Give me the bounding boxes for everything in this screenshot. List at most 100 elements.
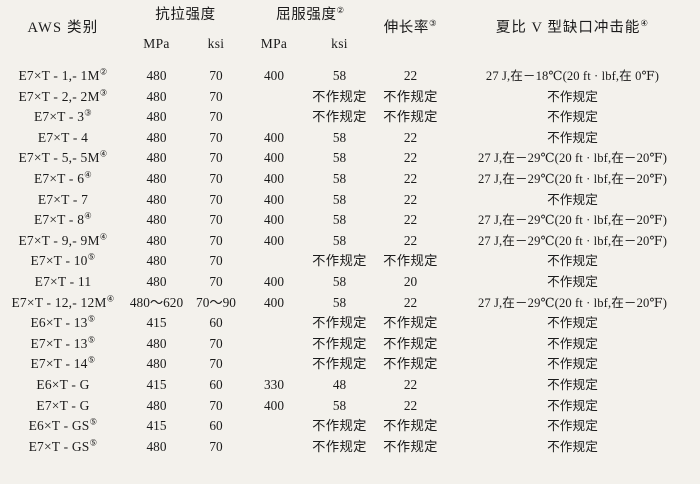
table-row[interactable]: E7×T - 13⑤ 480 70 不作规定 不作规定 不作规定	[0, 334, 700, 355]
table-row[interactable]: E7×T - 1,- 1M② 480 70 400 58 22 27 J,在－18℃(20 …	[0, 66, 700, 87]
cell-tensile-ksi: 70	[209, 170, 223, 186]
cell-tensile-ksi: 70	[209, 273, 223, 289]
cell-yield-mpa: 330	[264, 376, 284, 392]
aws-class-label: E7×T - 5,- 5M	[18, 150, 100, 166]
cell-elongation: 22	[403, 294, 418, 310]
aws-class-footnote: ⑤	[87, 354, 96, 365]
cell-tensile-ksi: 70	[209, 68, 223, 83]
cell-yield-ksi: 不作规定	[312, 315, 367, 331]
cell-charpy-impact: 不作规定	[547, 336, 598, 351]
cell-yield-ksi: 58	[332, 212, 347, 228]
cell-tensile-ksi: 70～90	[196, 294, 236, 310]
table-row[interactable]: E7×T - 8④ 480 70 400 58 22 27 J,在－29℃(20 ft · …	[0, 210, 700, 231]
table-body: E7×T - 1,- 1M② 480 70 400 58 22 27 J,在－18℃(20 …	[0, 57, 700, 464]
table-row[interactable]: E6×T - G 415 60 330 48 22 不作规定	[0, 375, 700, 396]
aws-class-label: E7×T - 9,- 9M	[18, 232, 100, 248]
cell-charpy-impact: 27 J,在－29℃(20 ft · lbf,在－20℉)	[478, 295, 667, 310]
aws-class-footnote: ⑤	[89, 437, 98, 448]
cell-charpy-impact: 不作规定	[547, 357, 598, 372]
table-row[interactable]: E6×T - GS⑤ 415 60 不作规定 不作规定 不作规定	[0, 416, 700, 437]
bottom-rule-cell	[0, 457, 126, 464]
table-row[interactable]: E7×T - 10⑤ 480 70 不作规定 不作规定 不作规定	[0, 251, 700, 272]
cell-aws-class: E6×T - 13⑤	[0, 313, 126, 334]
cell-charpy-impact: 不作规定	[547, 398, 598, 413]
pad-cell	[187, 57, 245, 66]
aws-class-footnote: ④	[99, 148, 108, 159]
table-bottom-rule	[0, 457, 700, 464]
cell-charpy-impact: 不作规定	[547, 192, 598, 207]
table-row[interactable]: E7×T - 11 480 70 400 58 20 不作规定	[0, 272, 700, 293]
cell-charpy-impact: 不作规定	[547, 419, 598, 434]
pad-cell	[126, 57, 187, 66]
cell-tensile-ksi: 70	[209, 191, 223, 207]
header-yield-strength-footnote: ②	[336, 4, 345, 15]
cell-tensile-ksi: 60	[209, 315, 223, 331]
cell-aws-class: E7×T - 6④	[0, 169, 126, 190]
table-row[interactable]: E7×T - G 480 70 400 58 22 不作规定	[0, 396, 700, 417]
aws-class-footnote: ④	[99, 231, 108, 242]
aws-class-footnote: ②	[99, 66, 108, 77]
aws-class-footnote: ⑤	[87, 313, 96, 324]
table-row[interactable]: E7×T - 5,- 5M④ 480 70 400 58 22 27 J,在－29℃(20 …	[0, 148, 700, 169]
aws-class-label: E7×T - 3	[33, 109, 85, 125]
table-row[interactable]: E7×T - 4 480 70 400 58 22 不作规定	[0, 128, 700, 149]
pad-cell	[303, 57, 376, 66]
cell-yield-ksi: 58	[332, 129, 347, 145]
cell-aws-class: E7×T - 5,- 5M④	[0, 148, 126, 169]
header-elongation-footnote: ③	[429, 18, 438, 29]
table-row[interactable]: E6×T - 13⑤ 415 60 不作规定 不作规定 不作规定	[0, 313, 700, 334]
cell-elongation: 22	[403, 191, 418, 207]
aws-class-label: E7×T - 1,- 1M	[18, 68, 100, 83]
table-row[interactable]: E7×T - 2,- 2M③ 480 70 不作规定 不作规定 不作规定	[0, 87, 700, 108]
cell-tensile-mpa: 480	[146, 253, 167, 269]
cell-yield-ksi: 48	[332, 376, 347, 392]
cell-elongation: 不作规定	[383, 418, 438, 434]
table-row[interactable]: E7×T - GS⑤ 480 70 不作规定 不作规定 不作规定	[0, 437, 700, 458]
aws-class-label: E6×T - G	[36, 376, 90, 392]
table-header: AWS 类别 抗拉强度 屈服强度② 伸长率③ 夏比 V 型缺口冲击能④ MPa …	[0, 0, 700, 57]
cell-elongation: 22	[403, 68, 418, 83]
cell-elongation: 不作规定	[383, 315, 438, 331]
cell-elongation: 22	[403, 212, 418, 228]
table-row[interactable]: E7×T - 14⑤ 480 70 不作规定 不作规定 不作规定	[0, 354, 700, 375]
cell-tensile-mpa: 415	[146, 376, 167, 392]
table-row[interactable]: E7×T - 3③ 480 70 不作规定 不作规定 不作规定	[0, 107, 700, 128]
cell-tensile-mpa: 480	[146, 273, 167, 289]
cell-aws-class: E7×T - 10⑤	[0, 251, 126, 272]
table-row[interactable]: E7×T - 6④ 480 70 400 58 22 27 J,在－29℃(20 ft · …	[0, 169, 700, 190]
cell-elongation: 不作规定	[383, 253, 438, 269]
cell-tensile-ksi: 70	[209, 356, 223, 372]
aws-class-footnote: ⑤	[87, 334, 96, 345]
header-row-group: AWS 类别 抗拉强度 屈服强度② 伸长率③ 夏比 V 型缺口冲击能④	[0, 0, 700, 37]
cell-tensile-mpa: 480	[146, 438, 167, 454]
table-row[interactable]: E7×T - 9,- 9M④ 480 70 400 58 22 27 J,在－29℃(20 …	[0, 231, 700, 252]
aws-class-label: E7×T - 6	[33, 170, 85, 186]
cell-tensile-mpa: 480	[146, 129, 167, 145]
cell-yield-mpa	[245, 334, 303, 355]
cell-aws-class: E7×T - G	[0, 396, 126, 417]
cell-tensile-mpa: 480	[146, 109, 167, 125]
cell-yield-mpa	[245, 354, 303, 375]
cell-aws-class: E7×T - 12,- 12M④	[0, 293, 126, 314]
cell-aws-class: E7×T - 9,- 9M④	[0, 231, 126, 252]
cell-tensile-ksi: 70	[209, 150, 223, 166]
cell-yield-ksi: 58	[332, 170, 347, 186]
aws-class-label: E7×T - 14	[30, 356, 88, 372]
cell-elongation: 22	[403, 129, 418, 145]
cell-tensile-ksi: 70	[209, 109, 223, 125]
cell-aws-class: E7×T - 11	[0, 272, 126, 293]
header-units-row: MPa ksi MPa ksi	[0, 30, 700, 57]
cell-tensile-mpa: 480	[146, 150, 167, 166]
cell-yield-ksi: 不作规定	[312, 335, 367, 351]
header-aws-class: AWS 类别	[27, 20, 99, 37]
aws-class-label: E7×T - 2,- 2M	[18, 88, 100, 104]
pad-cell	[445, 57, 700, 66]
table-row[interactable]: E7×T - 7 480 70 400 58 22 不作规定	[0, 190, 700, 211]
table-row[interactable]: E7×T - 12,- 12M④ 480～620 70～90 400 58 22 27 J,…	[0, 293, 700, 314]
header-elongation-label: 伸长率	[383, 20, 429, 37]
cell-yield-mpa: 400	[264, 232, 284, 248]
cell-yield-mpa	[245, 416, 303, 437]
bottom-rule-cell	[187, 457, 245, 464]
cell-tensile-ksi: 70	[209, 88, 223, 104]
aws-class-footnote: ③	[84, 107, 93, 118]
